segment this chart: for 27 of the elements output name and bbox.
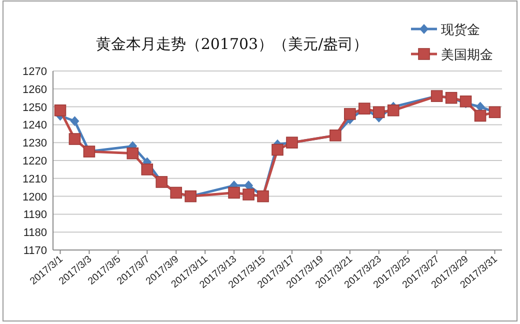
legend-label: 美国期金 (441, 47, 493, 62)
point (344, 108, 356, 120)
point (242, 188, 254, 200)
point (68, 133, 81, 145)
point (126, 147, 139, 160)
point (387, 104, 400, 116)
point (372, 106, 385, 118)
y-tick-label: 1220 (22, 156, 47, 168)
y-tick-label: 1180 (23, 227, 47, 240)
point (460, 96, 472, 108)
point (474, 110, 486, 122)
point (272, 144, 284, 156)
y-tick-label: 1190 (23, 209, 47, 222)
y-tick-label: 1230 (22, 138, 47, 150)
chart-title: 黄金本月走势（201703）（美元/盎司） (96, 35, 368, 53)
y-tick-label: 1270 (22, 66, 47, 78)
y-tick-label: 1200 (22, 191, 47, 204)
y-tick-label: 1210 (22, 173, 47, 186)
point (141, 164, 154, 176)
point (70, 116, 80, 126)
point (54, 104, 66, 116)
y-tick-label: 1260 (22, 84, 47, 96)
y-tick-label: 1170 (23, 245, 47, 257)
y-tick-label: 1250 (22, 102, 47, 114)
legend-label: 现货金 (441, 22, 480, 37)
y-tick-label: 1240 (22, 120, 47, 132)
point (228, 186, 240, 199)
